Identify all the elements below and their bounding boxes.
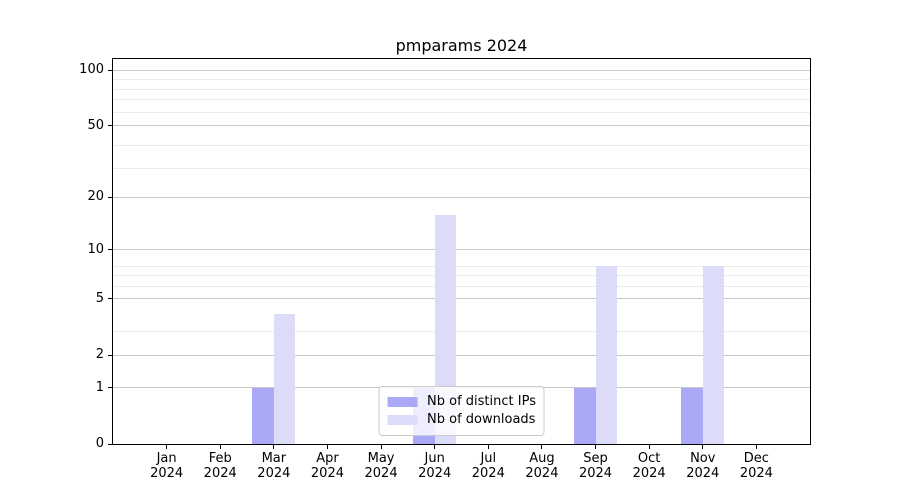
x-tick-label: Dec 2024 [739, 451, 773, 481]
bar-distinct-ips [252, 387, 274, 444]
x-tick-mark [595, 445, 597, 449]
y-tick-label: 100 [79, 62, 104, 78]
bar-distinct-ips [681, 387, 703, 444]
legend-swatch-downloads [387, 415, 418, 425]
bar-distinct-ips [574, 387, 596, 444]
x-tick-mark [380, 445, 382, 449]
gridline-major [113, 298, 810, 300]
gridline-minor [113, 331, 810, 333]
legend-label: Nb of downloads [427, 412, 536, 427]
bar-downloads [273, 313, 296, 444]
gridline-major [113, 354, 810, 356]
y-tick-mark [108, 387, 112, 389]
x-tick-mark [166, 445, 168, 449]
y-tick-mark [108, 125, 112, 127]
x-tick-mark [273, 445, 275, 449]
x-tick-mark [326, 445, 328, 449]
x-tick-mark [648, 445, 650, 449]
y-tick-label: 0 [95, 436, 104, 451]
x-tick-mark [702, 445, 704, 449]
y-tick-mark [108, 443, 112, 445]
x-tick-mark [487, 445, 489, 449]
x-tick-label: Jan 2024 [150, 451, 184, 481]
gridline-minor [113, 111, 810, 113]
legend-swatch-distinct-ips [387, 397, 418, 407]
bar-downloads [702, 266, 725, 444]
x-tick-mark [541, 445, 543, 449]
chart-title: pmparams 2024 [395, 36, 528, 55]
x-tick-label: Feb 2024 [203, 451, 237, 481]
x-tick-label: Aug 2024 [525, 451, 559, 481]
x-tick-label: Jun 2024 [418, 451, 452, 481]
y-tick-mark [108, 298, 112, 300]
y-tick-mark [108, 354, 112, 356]
bar-downloads [595, 266, 618, 444]
gridline-minor [113, 88, 810, 90]
y-tick-mark [108, 196, 112, 198]
legend-item-downloads: Nb of downloads [387, 412, 536, 428]
x-tick-label: Apr 2024 [310, 451, 344, 481]
gridline-minor [113, 168, 810, 170]
y-tick-label: 20 [87, 189, 104, 205]
gridline-minor [113, 99, 810, 101]
x-tick-mark [434, 445, 436, 449]
legend-label: Nb of distinct IPs [427, 394, 536, 409]
legend: Nb of distinct IPs Nb of downloads [378, 386, 545, 436]
gridline-major [113, 249, 810, 251]
y-tick-label: 2 [95, 347, 104, 363]
x-tick-label: Sep 2024 [578, 451, 613, 481]
x-tick-mark [755, 445, 757, 449]
gridline-minor [113, 265, 810, 267]
x-tick-label: Nov 2024 [686, 451, 720, 481]
gridline-minor [113, 285, 810, 287]
gridline-major [113, 196, 810, 198]
gridline-minor [113, 79, 810, 81]
plot-area: Nb of distinct IPs Nb of downloads [112, 58, 811, 445]
legend-item-distinct-ips: Nb of distinct IPs [387, 394, 536, 410]
gridline-major [113, 125, 810, 127]
x-tick-label: May 2024 [364, 451, 398, 481]
y-tick-label: 1 [95, 379, 104, 395]
x-tick-mark [219, 445, 221, 449]
x-tick-label: Oct 2024 [632, 451, 666, 481]
y-tick-mark [108, 249, 112, 251]
x-tick-label: Jul 2024 [471, 451, 505, 481]
y-tick-label: 5 [95, 290, 104, 306]
y-tick-mark [108, 69, 112, 71]
y-tick-label: 10 [87, 241, 104, 257]
x-tick-label: Mar 2024 [257, 451, 291, 481]
y-tick-label: 50 [87, 117, 104, 133]
gridline-major [113, 69, 810, 71]
gridline-minor [113, 144, 810, 146]
gridline-minor [113, 275, 810, 277]
